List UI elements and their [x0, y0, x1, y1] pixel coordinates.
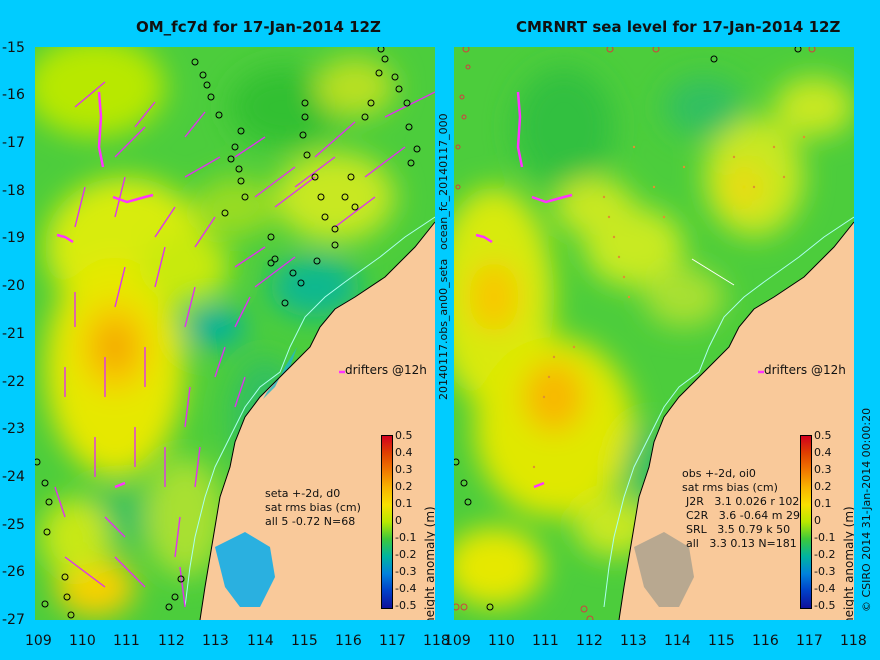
right-map-svg	[454, 47, 854, 620]
cb-tick: -0.3	[395, 565, 417, 578]
right-stats-line-4: C2R 3.6 -0.64 m 29	[686, 509, 800, 522]
cb-tick: -0.5	[814, 599, 836, 612]
cb-tick: 0.2	[814, 480, 832, 493]
left-stats-line-2: sat rms bias (cm)	[265, 501, 361, 514]
lon-tick: 114	[247, 633, 274, 649]
cb-tick: 0.1	[814, 497, 832, 510]
coastline	[199, 221, 435, 620]
cb-tick: 0.4	[814, 446, 832, 459]
right-stats-line-1: obs +-2d, oi0	[682, 467, 756, 480]
cb-tick: -0.4	[395, 582, 417, 595]
obs-points	[35, 47, 421, 619]
left-stats-line-1: seta +-2d, d0	[265, 487, 341, 500]
lon-tick: 115	[291, 633, 318, 649]
lat-tick: -19	[2, 230, 25, 246]
lat-tick: -22	[2, 374, 25, 390]
cb-tick: -0.4	[814, 582, 836, 595]
lon-tick: 109	[25, 633, 52, 649]
lat-tick: -18	[2, 183, 25, 199]
left-drifter-label: drifters @12h	[345, 363, 427, 377]
cb-tick: 0.5	[395, 429, 413, 442]
lat-tick: -27	[2, 612, 25, 628]
drifter-tracks	[56, 91, 345, 489]
lat-tick: -20	[2, 278, 25, 294]
lon-tick: 109	[444, 633, 471, 649]
right-stats-line-3: J2R 3.1 0.026 r 102	[686, 495, 800, 508]
lat-tick: -25	[2, 517, 25, 533]
lon-tick: 114	[664, 633, 691, 649]
right-colorbar	[800, 435, 812, 609]
lon-tick: 110	[69, 633, 96, 649]
lat-tick: -17	[2, 135, 25, 151]
right-stats-line-6: all 3.3 0.13 N=181	[686, 537, 797, 550]
lon-tick: 112	[576, 633, 603, 649]
lat-tick: -23	[2, 421, 25, 437]
lon-tick: 112	[158, 633, 185, 649]
lat-tick: -21	[2, 326, 25, 342]
lon-tick: 110	[488, 633, 515, 649]
right-panel-title: CMRNRT sea level for 17-Jan-2014 12Z	[516, 18, 841, 36]
velocity-vectors	[54, 81, 435, 608]
left-panel-title: OM_fc7d for 17-Jan-2014 12Z	[136, 18, 381, 36]
cb-tick: 0.4	[395, 446, 413, 459]
drifter-tracks	[475, 91, 764, 489]
isobath	[603, 216, 854, 608]
cb-tick: -0.3	[814, 565, 836, 578]
shelf-bay	[634, 532, 694, 607]
cb-tick: 0.3	[814, 463, 832, 476]
cb-tick: 0.2	[395, 480, 413, 493]
right-stats-line-5: SRL 3.5 0.79 k 50	[686, 523, 791, 536]
lon-tick: 116	[335, 633, 362, 649]
credit-label: © CSIRO 2014 31-Jan-2014 00:00:20	[860, 407, 873, 612]
cb-tick: -0.5	[395, 599, 417, 612]
left-colorbar	[381, 435, 393, 609]
cb-tick: -0.1	[395, 531, 417, 544]
section-line	[691, 258, 735, 286]
right-colorbar-gradient	[801, 436, 811, 608]
lat-tick: -24	[2, 469, 25, 485]
land-mass	[200, 222, 435, 620]
cb-tick: 0	[814, 514, 821, 527]
track-dots	[532, 135, 806, 469]
lon-tick: 115	[708, 633, 735, 649]
cb-tick: -0.2	[814, 548, 836, 561]
left-stats-line-3: all 5 -0.72 N=68	[265, 515, 356, 528]
right-colorbar-title: height anomaly (m)	[842, 506, 854, 620]
left-map-svg	[35, 47, 435, 620]
left-map: drifters @12h seta +-2d, d0 sat rms bias…	[35, 47, 435, 620]
shelf-bay	[215, 532, 275, 607]
left-colorbar-gradient	[382, 436, 392, 608]
lat-tick: -26	[2, 564, 25, 580]
obs-points	[454, 47, 816, 620]
lat-tick: -15	[2, 40, 25, 56]
left-colorbar-title: height anomaly (m)	[423, 506, 435, 620]
right-map: drifters @12h obs +-2d, oi0 sat rms bias…	[454, 47, 854, 620]
lat-tick: -16	[2, 87, 25, 103]
cb-tick: -0.2	[395, 548, 417, 561]
isobath	[184, 216, 435, 608]
lon-tick: 117	[796, 633, 823, 649]
cb-tick: 0.1	[395, 497, 413, 510]
lon-tick: 111	[532, 633, 559, 649]
coastline	[618, 221, 854, 620]
right-stats-line-2: sat rms bias (cm)	[682, 481, 778, 494]
lon-tick: 118	[840, 633, 867, 649]
cb-tick: -0.1	[814, 531, 836, 544]
shelf-shallow	[263, 347, 297, 399]
cb-tick: 0.3	[395, 463, 413, 476]
lon-tick: 118	[423, 633, 450, 649]
lon-tick: 113	[202, 633, 229, 649]
middle-label-forecast: ocean_fc_20140117_000	[437, 113, 450, 250]
lon-tick: 113	[620, 633, 647, 649]
middle-label-run: 20140117.obs_an00_seta	[437, 258, 450, 400]
lon-tick: 117	[379, 633, 406, 649]
lon-tick: 116	[752, 633, 779, 649]
right-drifter-label: drifters @12h	[764, 363, 846, 377]
land-mass	[619, 222, 854, 620]
lon-tick: 111	[113, 633, 140, 649]
cb-tick: 0	[395, 514, 402, 527]
cb-tick: 0.5	[814, 429, 832, 442]
